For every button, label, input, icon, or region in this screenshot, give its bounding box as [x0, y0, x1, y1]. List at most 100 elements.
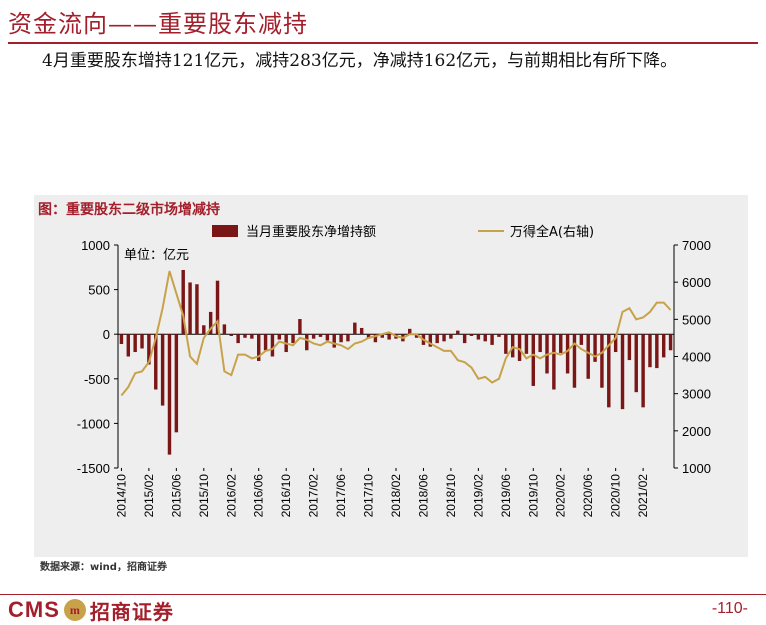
right-tick-label: 4000 — [682, 350, 711, 365]
x-tick-label: 2020/02 — [554, 474, 568, 518]
net-holding-bar — [634, 334, 638, 393]
net-holding-chart: 10005000-500-1000-1500700060005000400030… — [77, 224, 711, 517]
net-holding-bar — [353, 322, 357, 335]
net-holding-bar — [147, 334, 151, 365]
source-note: 数据来源：wind，招商证券 — [40, 562, 167, 573]
legend-bar-swatch — [212, 225, 238, 237]
x-tick-label: 2018/10 — [444, 474, 458, 518]
x-tick-label: 2016/10 — [279, 474, 293, 518]
x-tick-label: 2018/02 — [389, 474, 403, 518]
x-tick-label: 2017/10 — [362, 474, 376, 518]
brand-latin: CMS — [8, 597, 60, 622]
net-holding-bar — [414, 334, 419, 338]
right-tick-label: 6000 — [682, 275, 711, 290]
net-holding-bar — [291, 334, 295, 344]
net-holding-bar — [387, 334, 391, 340]
net-holding-bar — [627, 334, 632, 361]
net-holding-bar — [462, 334, 467, 344]
net-holding-bar — [668, 334, 673, 351]
net-holding-bar — [208, 311, 213, 335]
net-holding-bar — [476, 334, 481, 340]
footer-divider — [0, 594, 766, 595]
net-holding-bar — [277, 334, 282, 340]
unit-label: 单位：亿元 — [124, 248, 189, 263]
right-tick-label: 3000 — [682, 387, 711, 402]
right-tick-label: 2000 — [682, 424, 711, 439]
left-tick-label: -1000 — [77, 416, 110, 431]
x-tick-label: 2015/10 — [197, 474, 211, 518]
chart-caption: 图：重要股东二级市场增减持 — [38, 202, 220, 218]
line-layer — [120, 270, 672, 397]
net-holding-bar — [160, 334, 165, 406]
legend-line-label: 万得全A(右轴) — [510, 224, 594, 240]
net-holding-bar — [428, 334, 433, 347]
brand-emblem-icon: m — [63, 599, 86, 621]
net-holding-bar — [236, 334, 240, 344]
net-holding-bar — [325, 334, 330, 341]
left-tick-label: 1000 — [81, 238, 110, 253]
net-holding-bar — [449, 334, 453, 339]
net-holding-bar — [250, 334, 254, 339]
net-holding-bar — [243, 334, 247, 338]
right-tick-label: 5000 — [682, 312, 711, 327]
left-tick-label: -1500 — [77, 461, 110, 476]
net-holding-bar — [188, 282, 192, 335]
net-holding-bar — [167, 334, 172, 455]
x-tick-label: 2019/06 — [499, 474, 513, 518]
x-tick-label: 2020/06 — [581, 474, 595, 518]
net-holding-bar — [339, 334, 343, 343]
net-holding-bar — [648, 334, 652, 368]
net-holding-bar — [593, 334, 597, 362]
brand-logo-group: CMS m 招商证券 — [8, 597, 174, 624]
net-holding-bar — [263, 334, 268, 351]
net-holding-bar — [154, 334, 158, 390]
x-tick-label: 2016/06 — [252, 474, 266, 518]
net-holding-bar — [497, 334, 501, 337]
net-holding-bar — [215, 280, 220, 335]
net-holding-bar — [565, 334, 570, 374]
x-tick-label: 2016/02 — [224, 474, 238, 518]
x-tick-label: 2020/10 — [609, 474, 623, 518]
title-underline — [8, 42, 758, 44]
net-holding-bar — [510, 334, 515, 358]
net-holding-bar — [442, 334, 446, 342]
net-holding-bar — [202, 325, 206, 335]
right-tick-label: 1000 — [682, 461, 711, 476]
net-holding-bar — [359, 327, 364, 335]
net-holding-bar — [552, 334, 556, 390]
net-holding-bar — [504, 334, 508, 354]
net-holding-bar — [456, 330, 460, 335]
left-tick-label: 0 — [103, 327, 110, 342]
wind-a-index-line — [120, 270, 672, 397]
x-tick-label: 2015/06 — [169, 474, 183, 518]
net-holding-bar — [298, 319, 302, 335]
net-holding-bar — [613, 334, 618, 353]
net-holding-bar — [435, 334, 439, 344]
bars-layer — [119, 269, 673, 455]
net-holding-bar — [311, 334, 316, 339]
net-holding-bar — [373, 334, 378, 343]
net-holding-bar — [174, 334, 179, 433]
net-holding-bar — [559, 334, 563, 353]
net-holding-bar — [257, 334, 261, 361]
axes-layer: 10005000-500-1000-1500700060005000400030… — [77, 238, 711, 517]
x-tick-label: 2017/06 — [334, 474, 348, 518]
net-holding-bar — [469, 334, 474, 336]
brand-chinese-name: 招商证券 — [89, 599, 174, 624]
net-holding-bar — [195, 284, 199, 335]
net-holding-bar — [181, 269, 185, 335]
right-tick-label: 7000 — [682, 238, 711, 253]
net-holding-bar — [140, 334, 144, 349]
x-tick-label: 2017/02 — [307, 474, 321, 518]
net-holding-bar — [408, 328, 412, 335]
net-holding-bar — [119, 334, 124, 345]
net-holding-bar — [517, 334, 522, 361]
net-holding-bar — [531, 334, 535, 386]
net-holding-bar — [318, 334, 323, 337]
net-holding-bar — [572, 334, 577, 388]
x-tick-label: 2021/02 — [636, 474, 650, 518]
net-holding-bar — [222, 324, 227, 335]
net-holding-bar — [133, 334, 137, 353]
net-holding-bar — [579, 334, 584, 345]
net-holding-bar — [380, 334, 384, 338]
